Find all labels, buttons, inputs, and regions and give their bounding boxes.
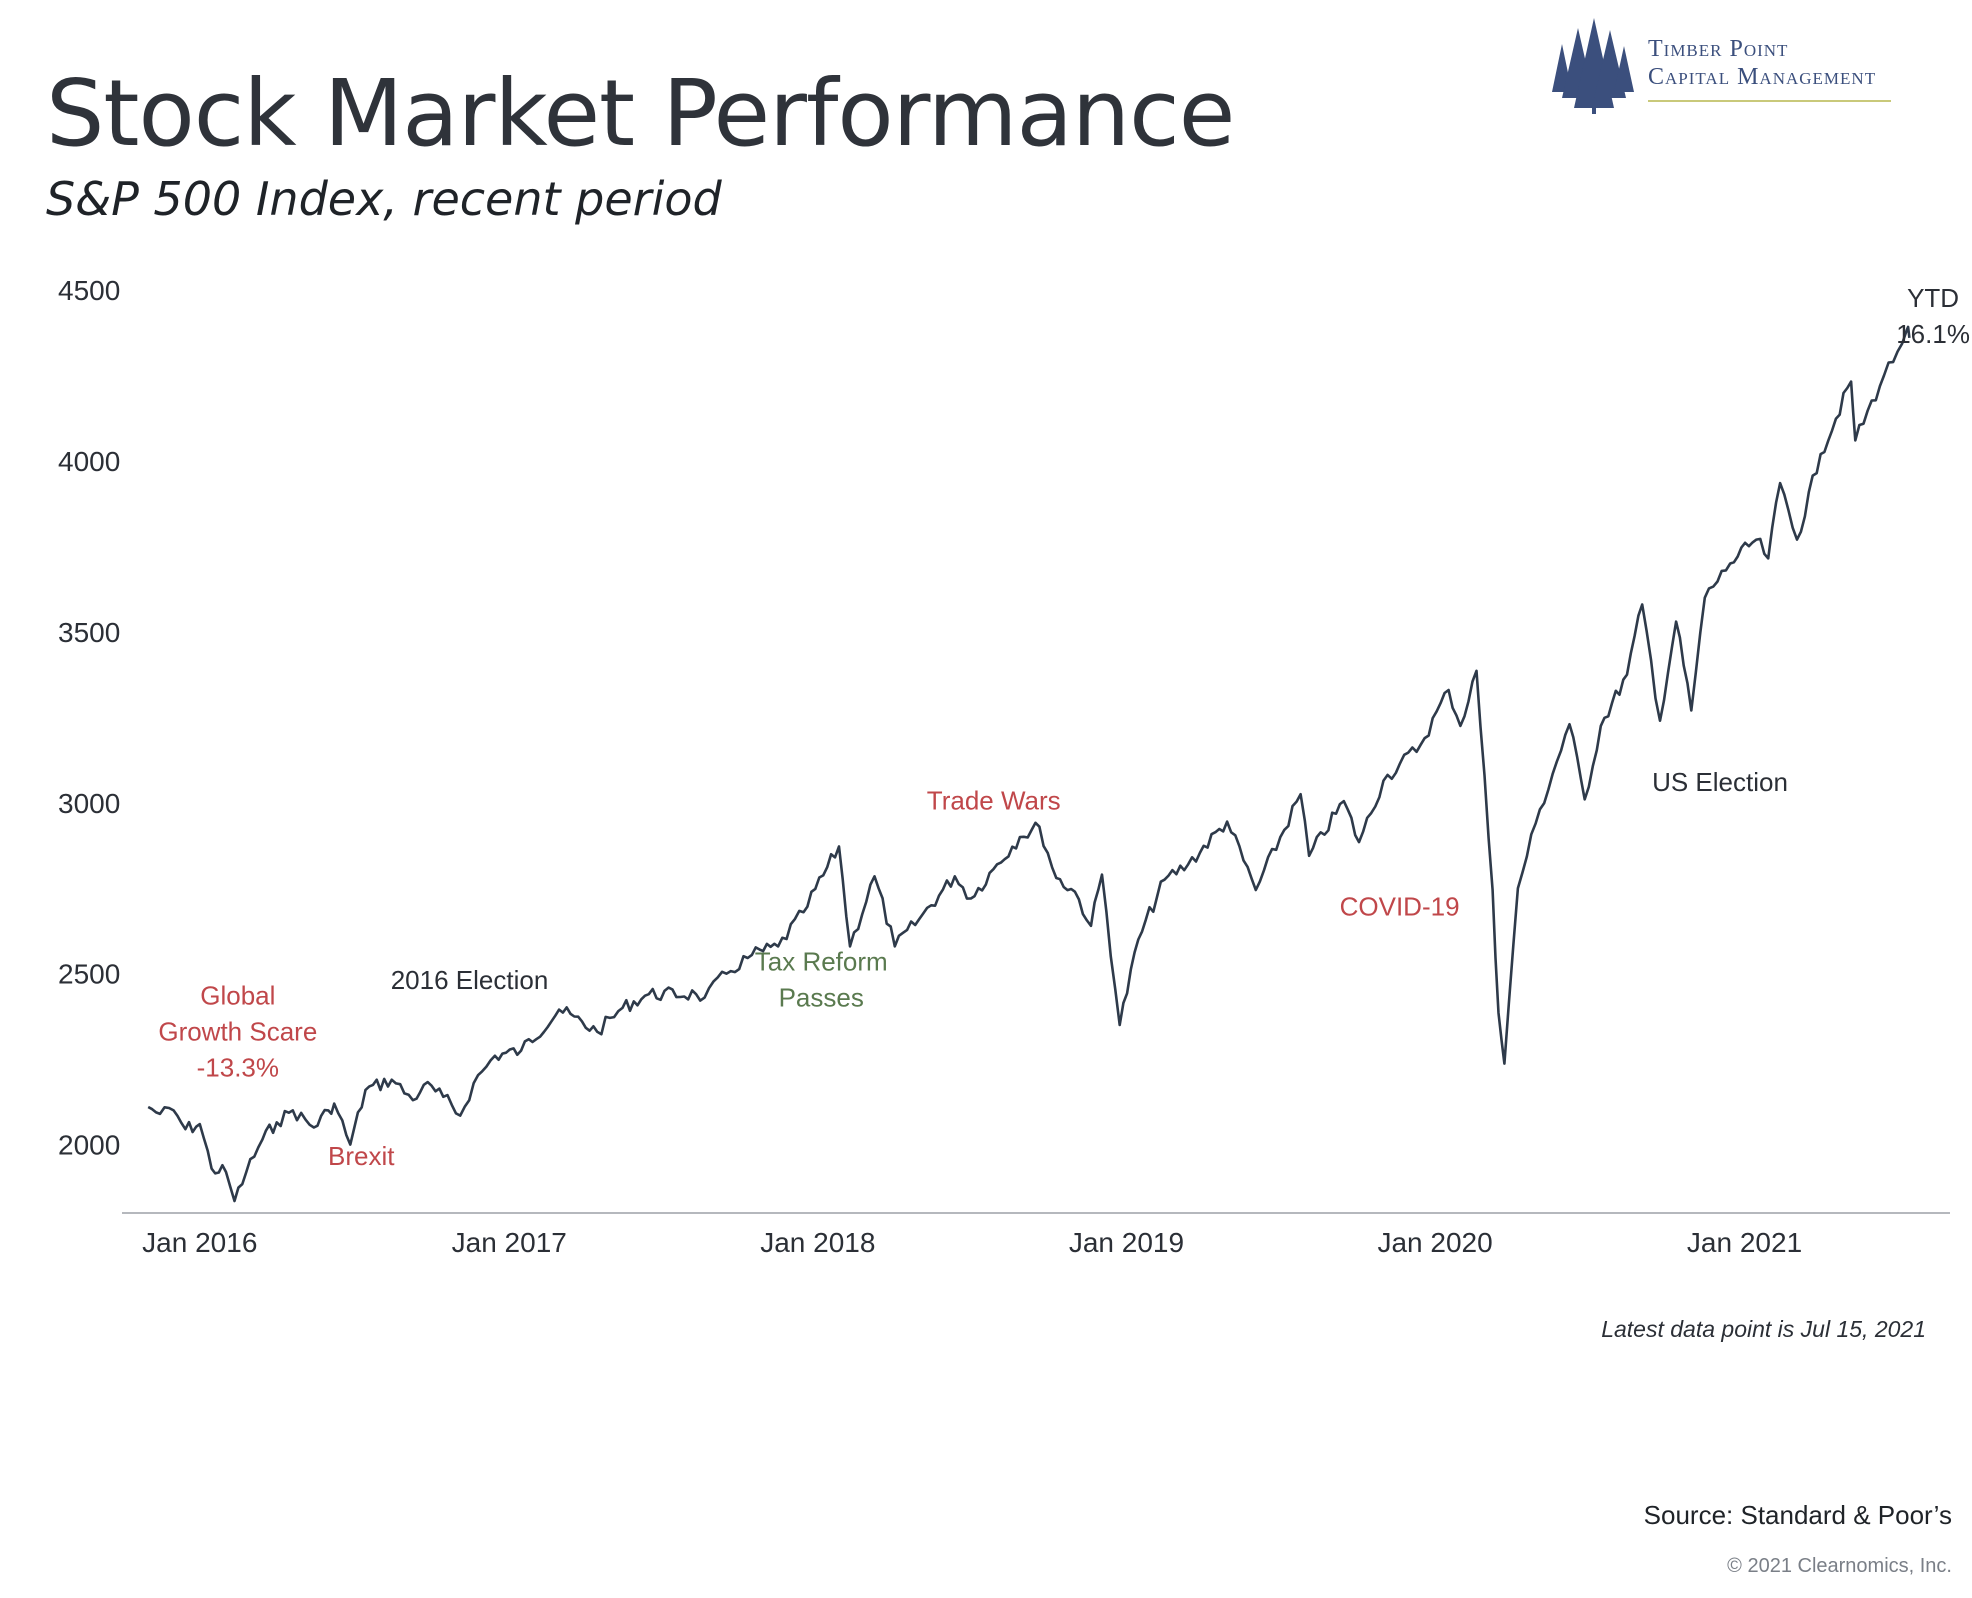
- chart-annotation: Trade Wars: [927, 786, 1061, 816]
- annotation-text: Brexit: [328, 1141, 395, 1171]
- chart-annotation: 2016 Election: [391, 965, 549, 995]
- sp500-line-chart: 200025003000350040004500 Jan 2016 Jan 201…: [0, 0, 1972, 1598]
- y-tick-label: 4000: [58, 446, 120, 477]
- y-axis-ticks: 2000 2500 3000 3500 4000 4500: [58, 275, 120, 1161]
- annotation-text: US Election: [1652, 767, 1788, 797]
- annotation-text: Passes: [779, 982, 864, 1012]
- y-tick-label: 4500: [58, 275, 120, 306]
- x-tick-label: Jan 2018: [760, 1227, 875, 1258]
- annotation-text: 2016 Election: [391, 965, 549, 995]
- chart-annotation: YTD 16.1%: [1896, 283, 1970, 349]
- annotation-text: Growth Scare: [158, 1016, 317, 1046]
- annotation-text: COVID-19: [1340, 892, 1460, 922]
- y-tick-label: 2500: [58, 959, 120, 990]
- chart-annotation: Global Growth Scare -13.3%: [158, 980, 317, 1082]
- x-axis: Jan 2016 Jan 2017 Jan 2018 Jan 2019 Jan 2020…: [122, 1213, 1950, 1258]
- copyright-note: © 2021 Clearnomics, Inc.: [1727, 1555, 1952, 1578]
- latest-data-note: Latest data point is Jul 15, 2021: [1601, 1316, 1926, 1343]
- x-tick-label: Jan 2019: [1069, 1227, 1184, 1258]
- y-tick-label: 3000: [58, 788, 120, 819]
- x-tick-label: Jan 2016: [142, 1227, 257, 1258]
- y-tick-label: 2000: [58, 1130, 120, 1161]
- sp500-series-line: [148, 327, 1909, 1201]
- annotations-layer: Global Growth Scare -13.3% Brexit 2016 Elect…: [158, 283, 1970, 1171]
- y-tick-label: 3500: [58, 617, 120, 648]
- annotation-text: 16.1%: [1896, 319, 1970, 349]
- x-tick-label: Jan 2020: [1377, 1227, 1492, 1258]
- chart-annotation: COVID-19: [1340, 892, 1460, 922]
- annotation-text: Tax Reform: [755, 946, 888, 976]
- annotation-text: YTD: [1907, 283, 1959, 313]
- x-tick-label: Jan 2017: [452, 1227, 567, 1258]
- annotation-text: Global: [200, 980, 275, 1010]
- x-tick-label: Jan 2021: [1687, 1227, 1802, 1258]
- annotation-text: -13.3%: [197, 1052, 279, 1082]
- annotation-text: Trade Wars: [927, 786, 1061, 816]
- chart-annotation: Brexit: [328, 1141, 395, 1171]
- series-layer: [148, 327, 1909, 1201]
- source-note: Source: Standard & Poor’s: [1644, 1500, 1952, 1531]
- chart-annotation: US Election: [1652, 767, 1788, 797]
- chart-annotation: Tax Reform Passes: [755, 946, 888, 1012]
